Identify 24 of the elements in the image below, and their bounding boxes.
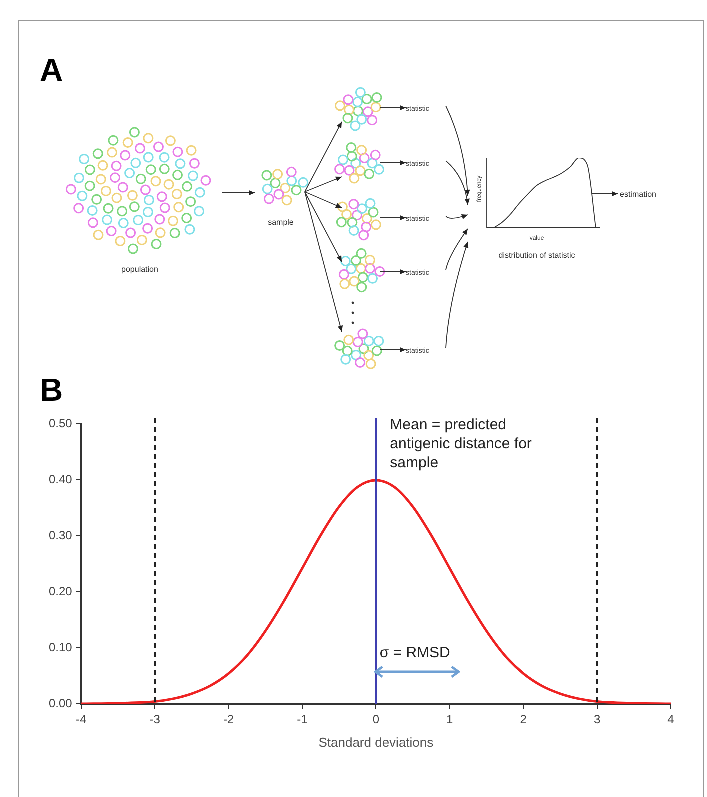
x-tick-label: 2 xyxy=(520,712,528,727)
y-tick-label: 0.10 xyxy=(48,640,73,654)
y-tick-label: 0.40 xyxy=(48,472,73,486)
y-tick-label: 0.50 xyxy=(48,416,73,430)
x-tick-label: -1 xyxy=(297,712,308,727)
text: distribution of statistic xyxy=(498,251,576,260)
y-tick-label: 0.00 xyxy=(48,696,73,710)
x-tick-label: 1 xyxy=(446,712,454,727)
x-tick-label: -4 xyxy=(76,712,88,727)
x-axis-title: Standard deviations xyxy=(318,734,434,750)
text: sample xyxy=(268,218,294,227)
annotation: σ = RMSD xyxy=(380,644,451,662)
chart-title: B xyxy=(40,372,64,409)
ref-line-label: Mean = predicted antigenic distance for sample xyxy=(390,416,532,472)
x-tick-label: -3 xyxy=(150,712,161,727)
text: estimation xyxy=(620,190,656,199)
text: population xyxy=(122,265,158,274)
x-tick-label: 3 xyxy=(594,712,601,727)
y-tick-label: 0.20 xyxy=(48,584,73,598)
text: A xyxy=(40,52,64,89)
x-tick-label: -2 xyxy=(223,712,234,727)
x-tick-label: 0 xyxy=(372,712,380,727)
x-tick-label: 4 xyxy=(668,712,675,727)
y-tick-label: 0.30 xyxy=(48,528,73,542)
